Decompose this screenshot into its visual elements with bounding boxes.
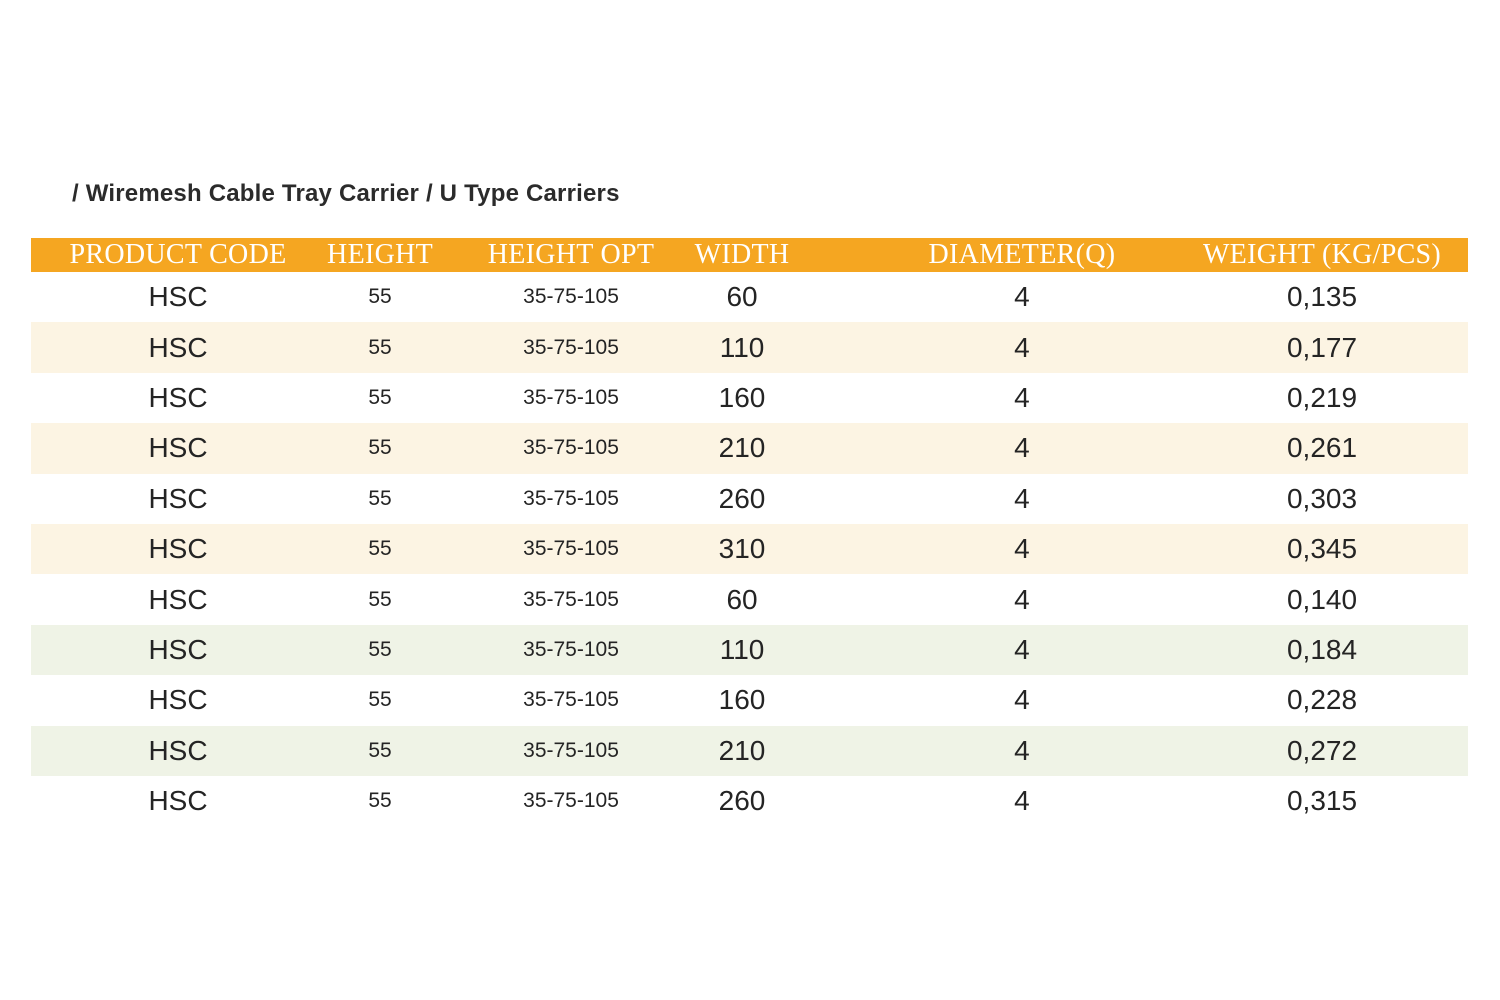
cell-diameter: 4 (1014, 785, 1030, 817)
cell-width: 210 (718, 432, 766, 464)
cell-width: 160 (718, 381, 766, 413)
cell-height-opt: 35-75-105 (523, 385, 619, 409)
cell-width: 310 (718, 533, 766, 565)
cell-product-code: HSC (148, 432, 208, 464)
cell-height: 55 (368, 537, 392, 561)
cell-height: 55 (368, 285, 392, 309)
cell-height: 55 (368, 738, 392, 762)
column-header-width: WIDTH (694, 239, 790, 270)
cell-height: 55 (368, 789, 392, 813)
cell-weight: 0,272 (1286, 734, 1358, 766)
cell-diameter: 4 (1014, 381, 1030, 413)
cell-product-code: HSC (148, 533, 208, 565)
cell-product-code: HSC (148, 281, 208, 313)
cell-weight: 0,184 (1286, 633, 1358, 665)
table-row: HSC 55 35-75-105 260 4 0,315 (31, 775, 1468, 827)
cell-height: 55 (368, 587, 392, 611)
breadcrumb: / Wiremesh Cable Tray Carrier / U Type C… (72, 180, 620, 207)
cell-height-opt: 35-75-105 (523, 436, 619, 460)
cell-product-code: HSC (148, 684, 208, 716)
cell-height-opt: 35-75-105 (523, 637, 619, 661)
cell-product-code: HSC (148, 633, 208, 665)
cell-product-code: HSC (148, 785, 208, 817)
cell-weight: 0,135 (1286, 281, 1358, 313)
cell-height: 55 (368, 637, 392, 661)
cell-diameter: 4 (1014, 432, 1030, 464)
cell-height-opt: 35-75-105 (523, 285, 619, 309)
cell-height: 55 (368, 688, 392, 712)
cell-height-opt: 35-75-105 (523, 738, 619, 762)
cell-diameter: 4 (1014, 583, 1030, 615)
table-row: HSC 55 35-75-105 60 4 0,135 (31, 272, 1468, 323)
cell-height: 55 (368, 385, 392, 409)
cell-diameter: 4 (1014, 331, 1030, 363)
table-body: HSC 55 35-75-105 60 4 0,135 HSC 55 35-75-105 110 4… (31, 272, 1468, 827)
cell-width: 60 (726, 281, 758, 313)
cell-weight: 0,261 (1286, 432, 1358, 464)
column-header-weight: WEIGHT (KG/PCS) (1202, 239, 1442, 270)
cell-product-code: HSC (148, 734, 208, 766)
cell-product-code: HSC (148, 331, 208, 363)
cell-height: 55 (368, 335, 392, 359)
cell-width: 210 (718, 734, 766, 766)
cell-height-opt: 35-75-105 (523, 537, 619, 561)
cell-diameter: 4 (1014, 684, 1030, 716)
cell-height: 55 (368, 486, 392, 510)
table-row: HSC 55 35-75-105 260 4 0,303 (31, 473, 1468, 524)
column-header-height-opt: HEIGHT OPT (487, 239, 655, 270)
cell-weight: 0,228 (1286, 684, 1358, 716)
table-row: HSC 55 35-75-105 210 4 0,261 (31, 423, 1468, 474)
table-row: HSC 55 35-75-105 160 4 0,228 (31, 675, 1468, 726)
table-row: HSC 55 35-75-105 110 4 0,184 (31, 624, 1468, 676)
cell-height-opt: 35-75-105 (523, 335, 619, 359)
cell-height: 55 (368, 436, 392, 460)
cell-width: 110 (719, 331, 765, 363)
cell-weight: 0,140 (1286, 583, 1358, 615)
cell-diameter: 4 (1014, 633, 1030, 665)
cell-width: 60 (726, 583, 758, 615)
cell-weight: 0,315 (1286, 785, 1358, 817)
cell-weight: 0,219 (1286, 381, 1358, 413)
cell-weight: 0,177 (1286, 331, 1358, 363)
cell-diameter: 4 (1014, 482, 1030, 514)
cell-diameter: 4 (1014, 281, 1030, 313)
cell-height-opt: 35-75-105 (523, 688, 619, 712)
table-row: HSC 55 35-75-105 110 4 0,177 (31, 322, 1468, 373)
table-row: HSC 55 35-75-105 60 4 0,140 (31, 574, 1468, 625)
cell-height-opt: 35-75-105 (523, 486, 619, 510)
spec-table: PRODUCT CODE HEIGHT HEIGHT OPT WIDTH DIAMETE… (31, 238, 1468, 827)
table-row: HSC 55 35-75-105 210 4 0,272 (31, 725, 1468, 776)
cell-width: 110 (719, 633, 765, 665)
column-header-height: HEIGHT (327, 239, 434, 270)
cell-product-code: HSC (148, 381, 208, 413)
column-header-diameter: DIAMETER(Q) (928, 239, 1116, 270)
cell-width: 260 (718, 785, 766, 817)
table-row: HSC 55 35-75-105 310 4 0,345 (31, 523, 1468, 575)
table-row: HSC 55 35-75-105 160 4 0,219 (31, 372, 1468, 424)
cell-width: 160 (718, 684, 766, 716)
column-header-product-code: PRODUCT CODE (69, 239, 287, 270)
cell-height-opt: 35-75-105 (523, 587, 619, 611)
cell-diameter: 4 (1014, 734, 1030, 766)
cell-product-code: HSC (148, 583, 208, 615)
cell-weight: 0,345 (1286, 533, 1358, 565)
table-header-row: PRODUCT CODE HEIGHT HEIGHT OPT WIDTH DIAMETE… (31, 238, 1468, 272)
cell-diameter: 4 (1014, 533, 1030, 565)
cell-height-opt: 35-75-105 (523, 789, 619, 813)
cell-weight: 0,303 (1286, 482, 1358, 514)
cell-width: 260 (718, 482, 766, 514)
cell-product-code: HSC (148, 482, 208, 514)
